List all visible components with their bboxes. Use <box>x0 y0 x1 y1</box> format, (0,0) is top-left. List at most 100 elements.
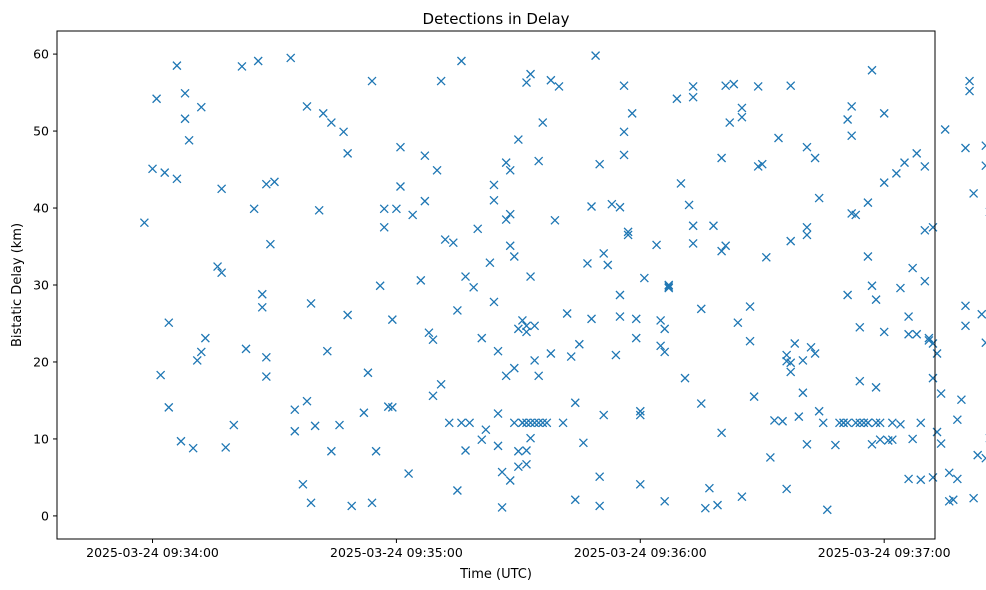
plot-area <box>139 51 986 515</box>
data-point <box>180 88 190 98</box>
data-point <box>969 493 979 503</box>
data-point <box>509 418 519 428</box>
data-point <box>802 439 812 449</box>
data-point <box>660 324 670 334</box>
data-point <box>461 272 470 281</box>
data-point <box>546 349 556 358</box>
data-point <box>688 81 698 91</box>
data-point <box>729 79 739 89</box>
data-point <box>379 222 389 232</box>
data-point <box>302 101 312 111</box>
data-point <box>241 344 251 354</box>
data-point <box>627 108 637 118</box>
data-point <box>599 410 609 420</box>
data-point <box>387 402 397 412</box>
data-point <box>501 158 511 168</box>
data-point <box>522 446 531 455</box>
data-point <box>217 184 227 194</box>
data-point <box>513 324 523 334</box>
data-point <box>818 418 828 428</box>
x-axis-label: Time (UTC) <box>459 567 532 582</box>
data-point <box>810 349 820 358</box>
data-point <box>534 418 544 428</box>
data-point <box>928 222 938 232</box>
data-point <box>887 418 897 428</box>
data-point <box>558 418 568 428</box>
data-point <box>908 434 918 444</box>
data-point <box>188 443 198 453</box>
data-point <box>306 498 316 508</box>
data-point <box>855 418 865 428</box>
data-point <box>851 418 861 428</box>
data-point <box>440 235 450 245</box>
data-point <box>631 314 641 324</box>
data-point <box>172 61 182 71</box>
data-point <box>367 498 377 508</box>
data-point <box>656 341 666 351</box>
data-point <box>778 416 788 426</box>
data-point <box>217 268 227 278</box>
data-point <box>912 148 922 158</box>
data-point <box>969 188 979 198</box>
data-point <box>534 156 544 166</box>
data-point <box>347 501 357 511</box>
data-point <box>526 433 536 443</box>
data-point <box>843 418 853 428</box>
data-point <box>306 299 316 308</box>
data-point <box>713 500 722 510</box>
data-point <box>879 108 889 118</box>
data-point <box>509 252 519 261</box>
data-point <box>452 305 462 315</box>
data-point <box>847 101 857 111</box>
data-point <box>379 204 389 214</box>
data-point <box>615 202 625 212</box>
data-point <box>513 135 523 144</box>
data-point <box>904 474 914 484</box>
data-point <box>546 75 556 85</box>
data-point <box>326 446 336 456</box>
data-point <box>587 314 596 324</box>
data-point <box>261 352 271 362</box>
data-point <box>290 405 300 415</box>
data-point <box>566 352 576 362</box>
data-point <box>322 346 332 356</box>
data-point <box>538 118 548 128</box>
data-point <box>680 373 690 383</box>
data-point <box>871 418 881 428</box>
data-point <box>664 280 674 290</box>
data-point <box>554 81 564 91</box>
data-point <box>895 419 905 429</box>
data-point <box>343 310 353 320</box>
data-point <box>587 202 596 211</box>
data-point <box>343 148 353 158</box>
data-point <box>469 282 479 292</box>
data-point <box>156 370 166 380</box>
data-point <box>721 241 731 251</box>
data-point <box>456 56 466 66</box>
data-point <box>635 410 645 420</box>
data-point <box>928 472 938 482</box>
data-point <box>900 158 909 168</box>
data-point <box>830 440 840 450</box>
data-point <box>139 218 149 228</box>
data-point <box>192 355 202 365</box>
data-point <box>656 315 666 325</box>
data-point <box>798 355 808 365</box>
data-point <box>302 396 312 406</box>
data-point <box>786 236 796 246</box>
data-point <box>733 318 743 328</box>
data-point <box>753 81 763 91</box>
data-point <box>420 151 430 161</box>
data-point <box>904 329 914 339</box>
data-point <box>977 309 986 319</box>
data-point <box>879 327 889 337</box>
data-point <box>924 335 934 345</box>
data-point <box>717 246 727 256</box>
data-point <box>615 290 625 300</box>
data-point <box>595 501 605 511</box>
y-tick-label: 30 <box>33 278 49 293</box>
data-point <box>814 406 824 416</box>
data-point <box>184 135 194 145</box>
data-point <box>396 182 405 191</box>
data-point <box>314 205 324 215</box>
